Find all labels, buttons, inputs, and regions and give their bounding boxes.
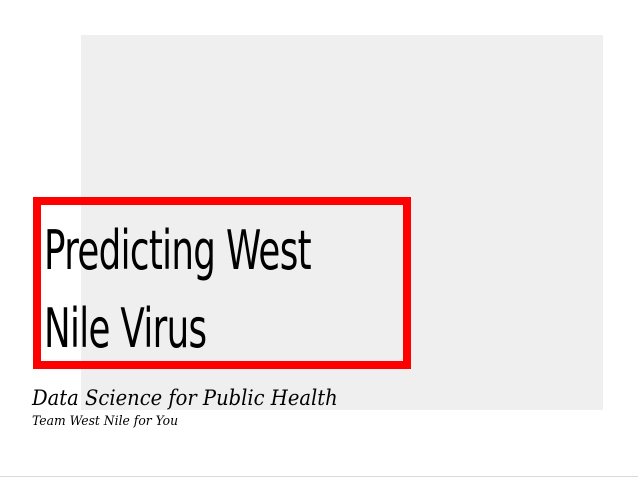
title-line-1: Predicting West (44, 219, 312, 282)
highlight-box (33, 197, 411, 369)
team-name: Team West Nile for You (32, 414, 179, 429)
bottom-divider (0, 476, 638, 477)
slide-title: Predicting West Nile Virus (44, 212, 312, 368)
title-line-2: Nile Virus (44, 297, 207, 360)
background-panel (81, 35, 603, 410)
slide-subtitle: Data Science for Public Health (32, 386, 338, 410)
